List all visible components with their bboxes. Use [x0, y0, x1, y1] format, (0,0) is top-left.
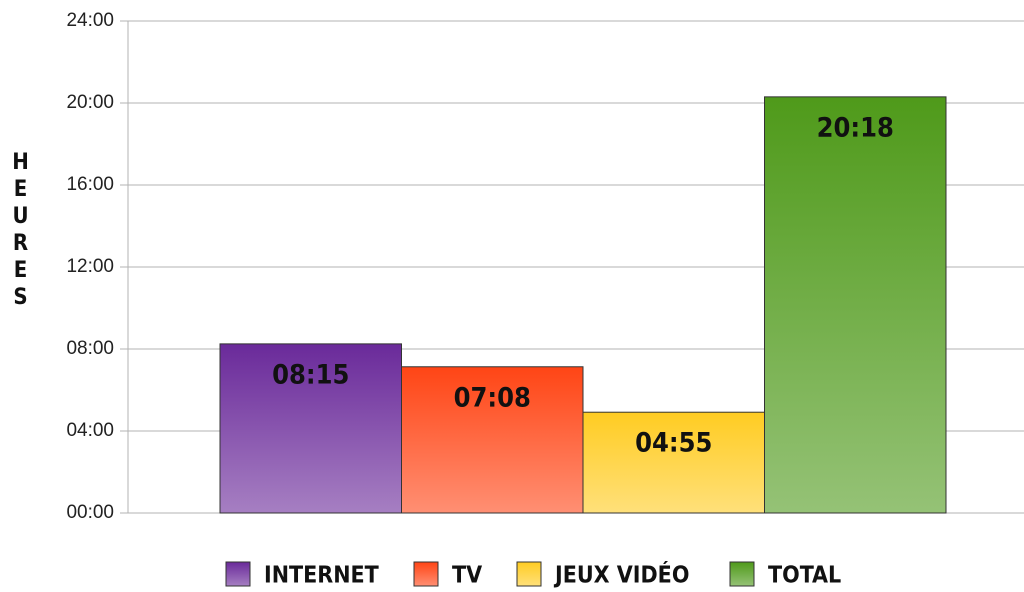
y-tick-label: 00:00 — [66, 502, 114, 523]
legend-label: TV — [452, 563, 482, 589]
y-tick-label: 20:00 — [66, 92, 114, 113]
y-tick-label: 12:00 — [66, 256, 114, 277]
y-axis-label: HEURES — [8, 150, 33, 312]
bar — [582, 411, 765, 514]
y-tick-label: 24:00 — [66, 10, 114, 31]
value-label: 04:55 — [635, 428, 712, 459]
value-label: 07:08 — [454, 382, 531, 413]
legend-swatch — [225, 561, 251, 587]
legend-label: TOTAL — [768, 563, 841, 589]
legend-label: JEUX VIDÉO — [553, 561, 689, 589]
legend-swatch — [413, 561, 439, 587]
legend-swatch — [516, 561, 542, 587]
y-tick-label: 16:00 — [66, 174, 114, 195]
legend-swatch — [729, 561, 755, 587]
value-label: 08:15 — [272, 359, 349, 390]
bar — [219, 343, 402, 514]
bar — [764, 96, 947, 514]
value-label: 20:18 — [817, 112, 894, 143]
legend-label: INTERNET — [264, 563, 379, 589]
y-tick-label: 04:00 — [66, 420, 114, 441]
y-tick-label: 08:00 — [66, 338, 114, 359]
